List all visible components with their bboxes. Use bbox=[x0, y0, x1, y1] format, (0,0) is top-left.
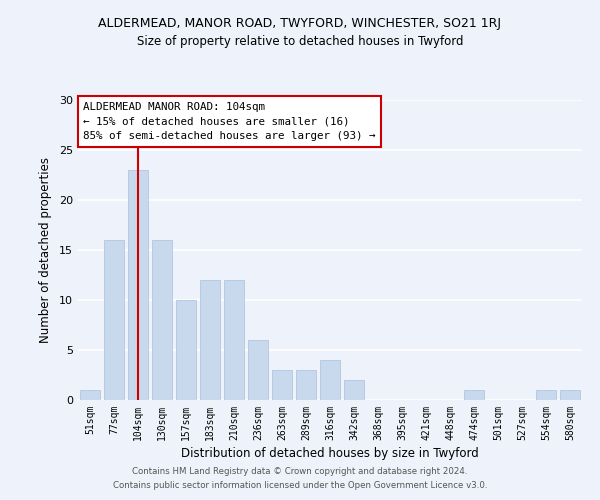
Text: Contains HM Land Registry data © Crown copyright and database right 2024.: Contains HM Land Registry data © Crown c… bbox=[132, 467, 468, 476]
Text: ALDERMEAD, MANOR ROAD, TWYFORD, WINCHESTER, SO21 1RJ: ALDERMEAD, MANOR ROAD, TWYFORD, WINCHEST… bbox=[98, 18, 502, 30]
Bar bbox=[224, 280, 244, 400]
Bar bbox=[272, 370, 292, 400]
Bar bbox=[152, 240, 172, 400]
Text: Size of property relative to detached houses in Twyford: Size of property relative to detached ho… bbox=[137, 35, 463, 48]
Bar bbox=[176, 300, 196, 400]
Bar bbox=[200, 280, 220, 400]
Bar bbox=[560, 390, 580, 400]
Bar bbox=[80, 390, 100, 400]
Bar bbox=[464, 390, 484, 400]
Bar bbox=[320, 360, 340, 400]
Bar bbox=[104, 240, 124, 400]
Bar bbox=[248, 340, 268, 400]
Bar bbox=[296, 370, 316, 400]
Bar bbox=[536, 390, 556, 400]
Y-axis label: Number of detached properties: Number of detached properties bbox=[39, 157, 52, 343]
Bar bbox=[344, 380, 364, 400]
Bar bbox=[128, 170, 148, 400]
Text: ALDERMEAD MANOR ROAD: 104sqm
← 15% of detached houses are smaller (16)
85% of se: ALDERMEAD MANOR ROAD: 104sqm ← 15% of de… bbox=[83, 102, 376, 141]
X-axis label: Distribution of detached houses by size in Twyford: Distribution of detached houses by size … bbox=[181, 447, 479, 460]
Text: Contains public sector information licensed under the Open Government Licence v3: Contains public sector information licen… bbox=[113, 481, 487, 490]
